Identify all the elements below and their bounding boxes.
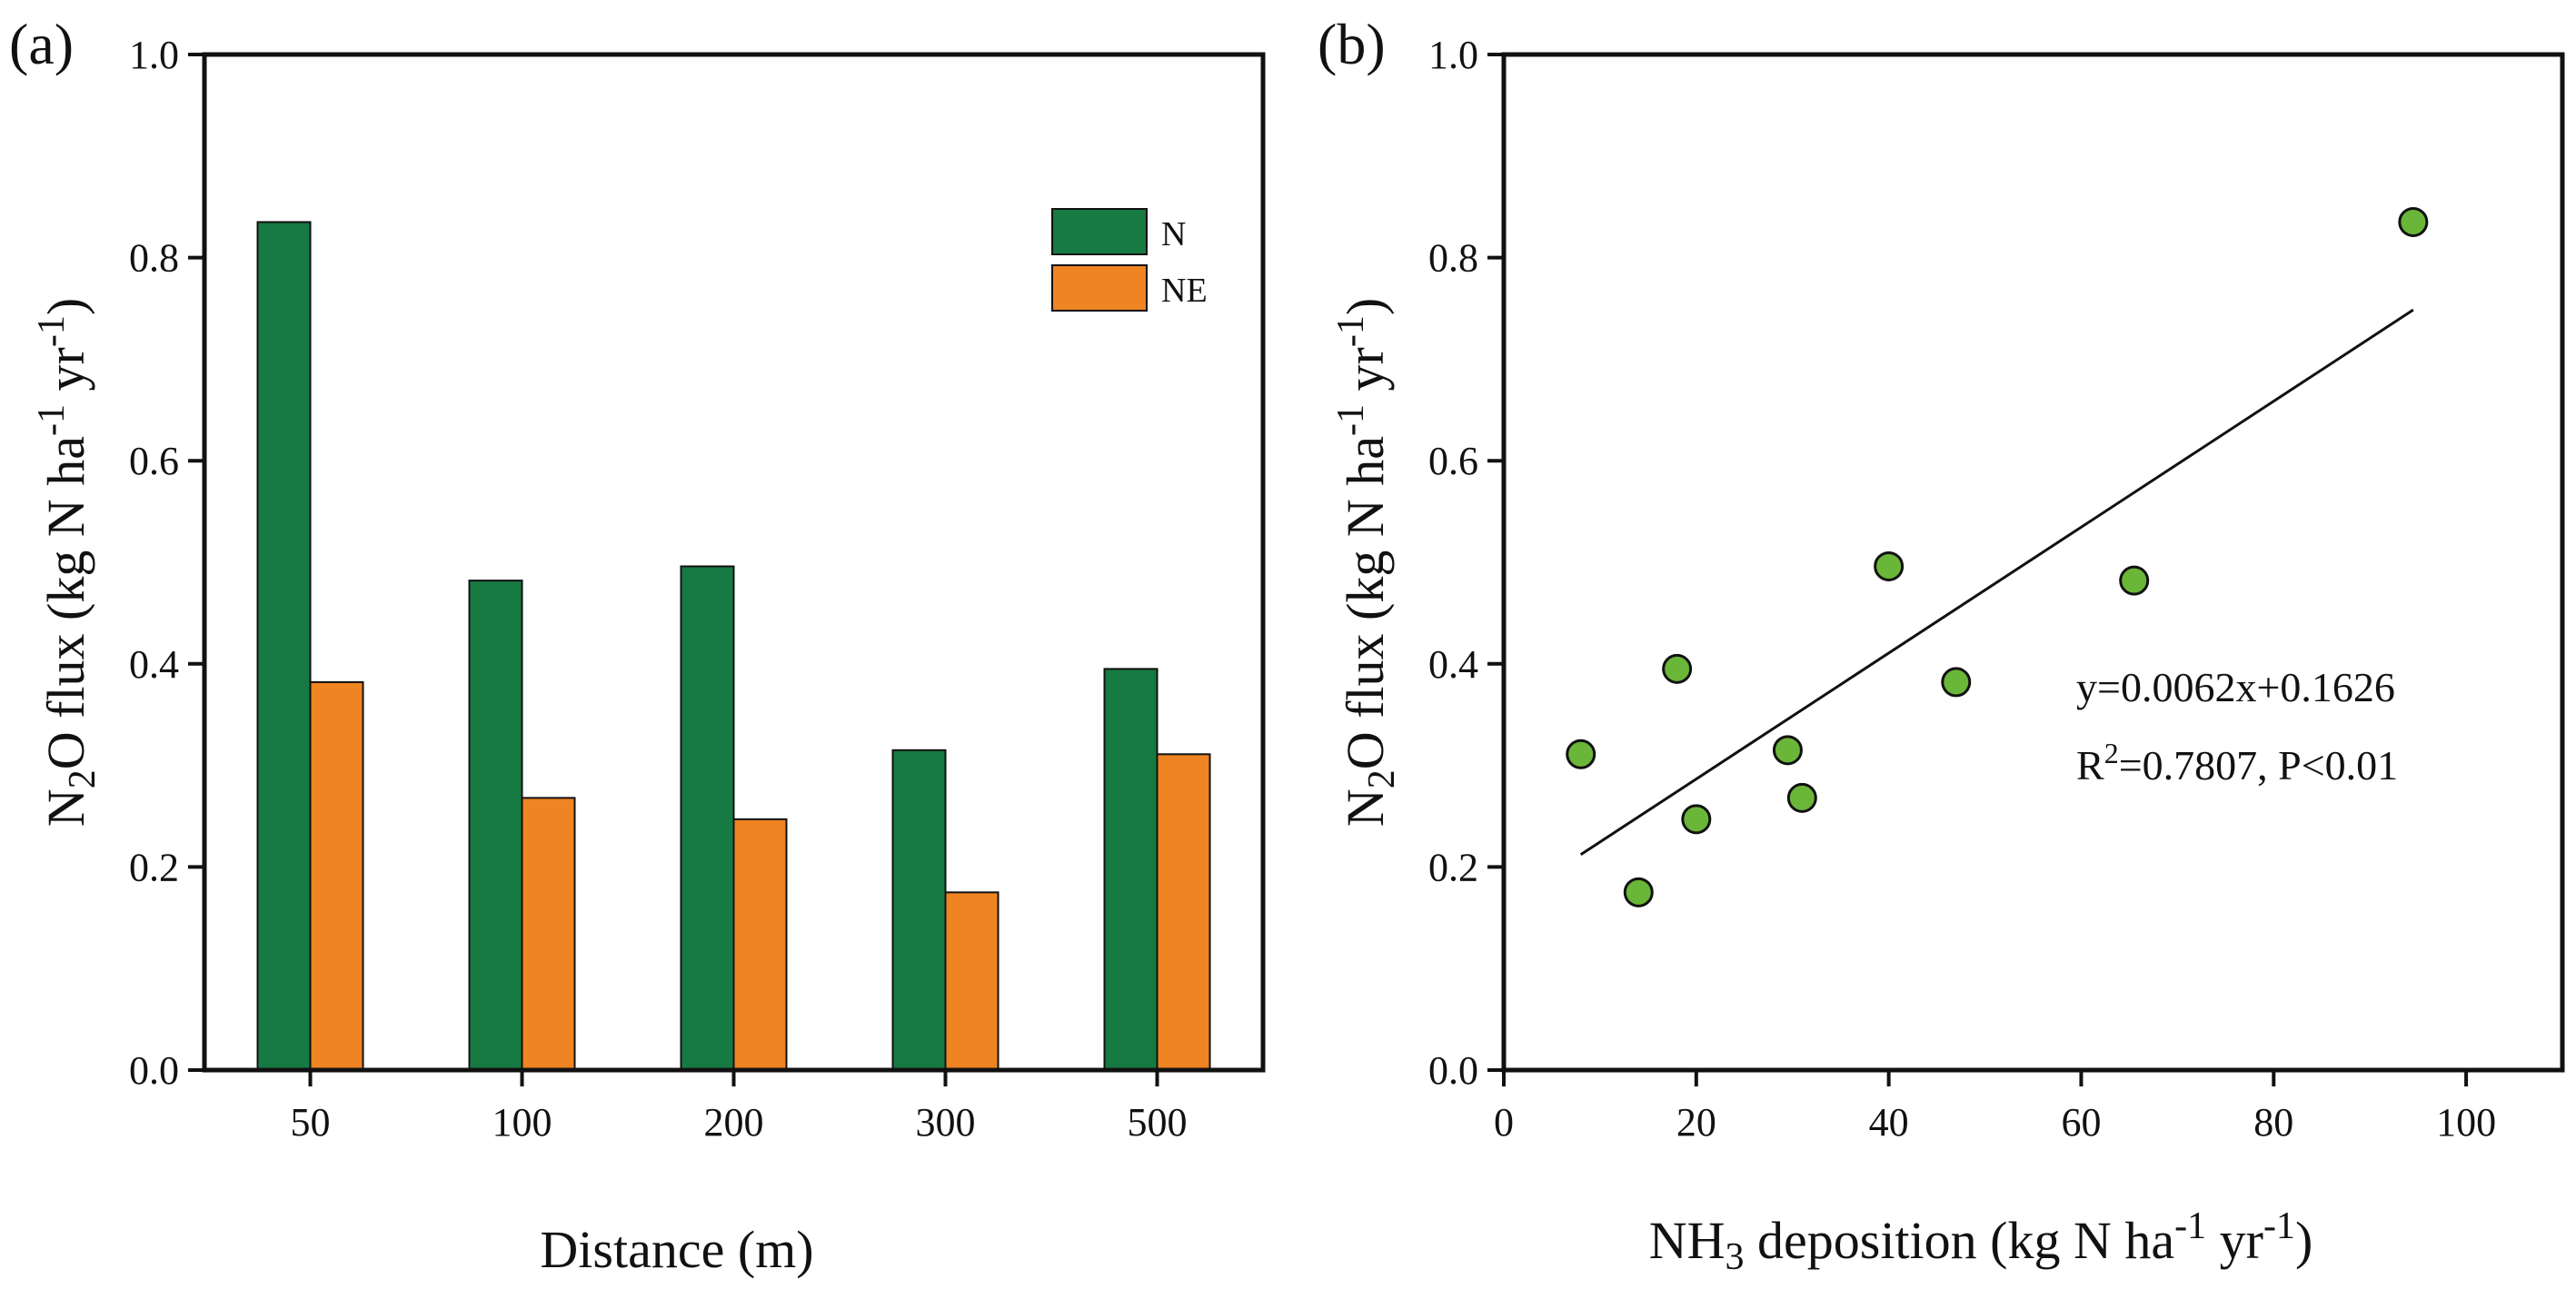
y-tick-label: 0.0 bbox=[129, 1048, 179, 1093]
y-axis-label: N2O flux (kg N ha-1 yr-1) bbox=[31, 298, 104, 827]
panel-a-label: (a) bbox=[9, 12, 74, 76]
scatter-point bbox=[1772, 735, 1803, 766]
plot-frame bbox=[202, 52, 1266, 1073]
x-tick-label: 80 bbox=[2253, 1100, 2293, 1145]
scatter-point bbox=[1874, 550, 1905, 581]
y-tick-label: 0.8 bbox=[129, 236, 179, 281]
legend-label-n: N bbox=[1161, 215, 1186, 253]
scatter-points bbox=[1566, 206, 2429, 907]
x-axis-ticks: 0 20 40 60 80 100 bbox=[1494, 1070, 2496, 1145]
bar-n-300 bbox=[891, 749, 947, 1072]
legend-label-ne: NE bbox=[1161, 272, 1208, 310]
x-tick-label: 0 bbox=[1494, 1100, 1514, 1145]
y-tick-label: 0.4 bbox=[1428, 642, 1478, 687]
bar-ne-200 bbox=[732, 818, 788, 1071]
x-tick-label: 100 bbox=[2436, 1100, 2496, 1145]
bar-n-100 bbox=[468, 580, 523, 1071]
legend-swatch-n bbox=[1051, 208, 1148, 255]
y-tick-label: 0.6 bbox=[129, 439, 179, 483]
bar-ne-50 bbox=[309, 680, 364, 1071]
r-squared-label: R2=0.7807, P<0.01 bbox=[2076, 737, 2398, 788]
bar-ne-500 bbox=[1156, 753, 1211, 1071]
scatter-point bbox=[2398, 206, 2429, 237]
y-tick-label: 1.0 bbox=[129, 33, 179, 77]
scatter-point bbox=[1786, 782, 1817, 813]
x-tick-label: 100 bbox=[492, 1100, 552, 1145]
scatter-point bbox=[2119, 565, 2150, 596]
scatter-point bbox=[1623, 877, 1654, 907]
y-tick-label: 0.2 bbox=[129, 845, 179, 889]
y-axis-ticks: 0.0 0.2 0.4 0.6 0.8 1.0 bbox=[129, 33, 204, 1093]
y-tick-label: 0.6 bbox=[1428, 439, 1478, 483]
fit-line bbox=[1579, 308, 2414, 857]
scatter-point bbox=[1681, 804, 1712, 835]
bar-ne-100 bbox=[521, 797, 576, 1071]
x-tick-label: 60 bbox=[2061, 1100, 2101, 1145]
y-tick-label: 0.4 bbox=[129, 642, 179, 687]
panel-b-label: (b) bbox=[1318, 12, 1386, 76]
x-tick-label: 40 bbox=[1869, 1100, 1909, 1145]
legend-swatch-ne bbox=[1051, 264, 1148, 312]
bar-chart-panel: (a) 0.0 0.2 0.4 0.6 0.8 1.0 50 100 200 300 500 Di… bbox=[9, 12, 1266, 1279]
y-tick-label: 1.0 bbox=[1428, 33, 1478, 77]
y-tick-label: 0.2 bbox=[1428, 845, 1478, 889]
y-axis-ticks: 0.0 0.2 0.4 0.6 0.8 1.0 bbox=[1428, 33, 1504, 1093]
scatter-point bbox=[1941, 667, 1972, 698]
bar-n-500 bbox=[1103, 668, 1159, 1071]
bar-n-200 bbox=[680, 565, 735, 1071]
x-tick-label: 50 bbox=[291, 1100, 331, 1145]
bar-ne-300 bbox=[944, 891, 1000, 1071]
legend: N NE bbox=[1051, 208, 1208, 312]
plot-frame bbox=[1501, 52, 2565, 1073]
x-axis-ticks: 50 100 200 300 500 bbox=[291, 1070, 1188, 1145]
bar-n-50 bbox=[256, 221, 312, 1072]
x-tick-label: 200 bbox=[704, 1100, 764, 1145]
y-axis-label: N2O flux (kg N ha-1 yr-1) bbox=[1330, 298, 1403, 827]
bar-group bbox=[256, 221, 1211, 1072]
y-tick-label: 0.8 bbox=[1428, 236, 1478, 281]
x-axis-label: NH3 deposition (kg N ha-1 yr-1) bbox=[1649, 1205, 2313, 1278]
x-tick-label: 300 bbox=[916, 1100, 976, 1145]
x-tick-label: 20 bbox=[1676, 1100, 1716, 1145]
scatter-chart-panel: (b) 0.0 0.2 0.4 0.6 0.8 1.0 0 20 40 60 80 100 y=0.… bbox=[1318, 12, 2565, 1278]
y-tick-label: 0.0 bbox=[1428, 1048, 1478, 1093]
scatter-point bbox=[1566, 739, 1596, 769]
scatter-point bbox=[1662, 653, 1693, 684]
x-axis-label: Distance (m) bbox=[540, 1220, 813, 1279]
regression-equation: y=0.0062x+0.1626 bbox=[2076, 664, 2395, 710]
x-tick-label: 500 bbox=[1128, 1100, 1188, 1145]
